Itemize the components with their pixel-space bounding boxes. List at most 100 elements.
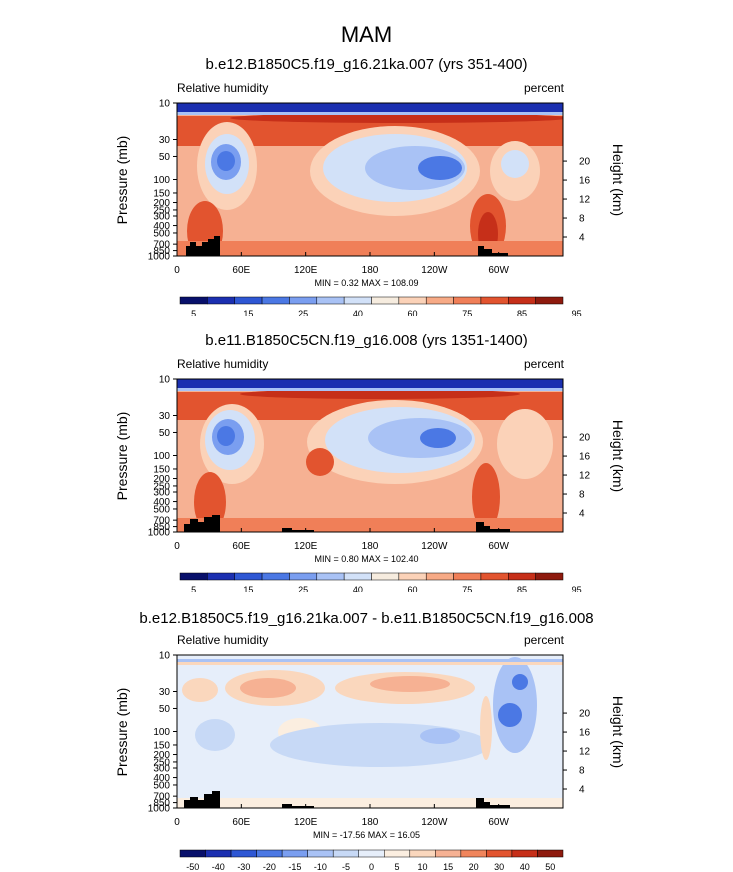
y-tick-label: 200 bbox=[153, 750, 170, 761]
colorbar-swatch bbox=[316, 296, 345, 305]
y2-tick-label: 12 bbox=[579, 471, 591, 482]
y2-tick-label: 20 bbox=[579, 709, 591, 720]
colorbar-swatch bbox=[289, 296, 318, 305]
panel-title: b.e12.B1850C5.f19_g16.21ka.007 (yrs 351-… bbox=[205, 56, 528, 73]
colorbar-swatch bbox=[535, 572, 564, 581]
y2-axis-label: Height (km) bbox=[610, 144, 626, 216]
y-tick-label: 400 bbox=[153, 221, 170, 232]
x-tick-label: 120E bbox=[294, 817, 318, 828]
x-tick-label: 120E bbox=[294, 265, 318, 276]
colorbar-label: 50 bbox=[545, 862, 555, 872]
dry-region-east bbox=[497, 409, 553, 479]
top-dry-band bbox=[177, 103, 563, 112]
y-tick-label: 700 bbox=[153, 516, 170, 527]
x-tick-label: 180 bbox=[362, 817, 379, 828]
minmax-label: MIN = -17.56 MAX = 16.05 bbox=[312, 830, 421, 840]
contour-plot-1: 0 60E 120E 180 120W 60W 10 30 50 100 150200250300… bbox=[114, 99, 626, 317]
colorbar: 5 15 25 40 60 75 85 95 bbox=[179, 572, 582, 592]
colorbar-swatch bbox=[343, 572, 372, 581]
terrain-mask bbox=[476, 798, 510, 808]
colorbar-label: -40 bbox=[212, 862, 225, 872]
variable-label: Relative humidity bbox=[177, 633, 269, 647]
colorbar-label: 40 bbox=[353, 585, 363, 592]
y-tick-label: 400 bbox=[153, 497, 170, 508]
colorbar-swatch bbox=[480, 572, 509, 581]
colorbar-label: -10 bbox=[314, 862, 327, 872]
terrain-mask bbox=[478, 246, 508, 256]
top-dry-band-edge bbox=[177, 112, 563, 115]
y-tick-label: 1000 bbox=[148, 252, 171, 263]
negative-anomaly-central bbox=[270, 723, 490, 767]
y-tick-label: 700 bbox=[153, 240, 170, 251]
y-tick-label: 10 bbox=[159, 375, 171, 386]
y-tick-label: 150 bbox=[153, 740, 170, 751]
colorbar-swatch bbox=[179, 296, 208, 305]
units-label: percent bbox=[523, 81, 564, 95]
x-tick-label: 60W bbox=[488, 541, 509, 552]
y-tick-label: 850 bbox=[153, 798, 170, 809]
colorbar-label: 15 bbox=[243, 585, 253, 592]
y2-tick-label: 4 bbox=[579, 785, 585, 796]
contour-plot-3: 0 60E 120E 180 120W 60W 103050100150200250300… bbox=[114, 651, 626, 872]
colorbar: -50 -40 -30 -20 -15 -10 -5 0 5 10 15 20 30 40 50 bbox=[179, 849, 564, 872]
colorbar-swatch bbox=[453, 572, 482, 581]
colorbar-label: -5 bbox=[342, 862, 350, 872]
colorbar-label: 5 bbox=[191, 309, 196, 316]
near-surface-moist bbox=[177, 518, 563, 532]
y-tick-label: 10 bbox=[159, 99, 171, 110]
terrain-mask bbox=[184, 791, 220, 808]
moist-column-east bbox=[472, 463, 500, 531]
colorbar-swatch bbox=[256, 849, 283, 858]
x-axis: 0 60E 120E 180 120W 60W bbox=[174, 804, 510, 828]
y2-tick-label: 16 bbox=[579, 728, 591, 739]
y-tick-label: 50 bbox=[159, 428, 171, 439]
y-tick-label: 250 bbox=[153, 481, 170, 492]
colorbar-swatch bbox=[480, 296, 509, 305]
colorbar-swatch bbox=[537, 849, 564, 858]
y2-axis: 20 16 12 8 4 bbox=[563, 709, 591, 796]
colorbar-swatch bbox=[358, 849, 385, 858]
variable-label: Relative humidity bbox=[177, 357, 269, 371]
colorbar-label: 5 bbox=[191, 585, 196, 592]
colorbar-label: 60 bbox=[408, 585, 418, 592]
high-level-maximum bbox=[240, 389, 520, 399]
y-tick-label: 1000 bbox=[148, 804, 171, 815]
x-tick-label: 120W bbox=[421, 541, 448, 552]
colorbar-swatch bbox=[425, 572, 454, 581]
dry-region-west-min bbox=[217, 426, 235, 446]
colorbar-label: 25 bbox=[298, 585, 308, 592]
y-tick-label: 850 bbox=[153, 522, 170, 533]
colorbar-label: 25 bbox=[298, 309, 308, 316]
x-tick-label: 60W bbox=[488, 817, 509, 828]
x-tick-label: 120W bbox=[421, 265, 448, 276]
units-label: percent bbox=[523, 357, 564, 371]
y-tick-label: 500 bbox=[153, 504, 170, 515]
y2-axis-label: Height (km) bbox=[610, 696, 626, 768]
colorbar-label: 75 bbox=[462, 309, 472, 316]
y2-axis: 20 16 12 8 4 bbox=[563, 157, 591, 244]
colorbar-swatch bbox=[409, 849, 436, 858]
negative-anomaly-east-top bbox=[512, 674, 528, 690]
x-tick-label: 0 bbox=[174, 265, 180, 276]
colorbar-label: 95 bbox=[572, 585, 582, 592]
colorbar-label: 10 bbox=[418, 862, 428, 872]
colorbar-label: 0 bbox=[369, 862, 374, 872]
x-tick-label: 0 bbox=[174, 817, 180, 828]
minmax-label: MIN = 0.32 MAX = 108.09 bbox=[314, 278, 419, 288]
y-tick-label: 30 bbox=[159, 411, 171, 422]
x-tick-label: 60E bbox=[232, 265, 250, 276]
colorbar-label: -30 bbox=[237, 862, 250, 872]
colorbar-swatch bbox=[207, 572, 235, 581]
dry-region-central-min bbox=[418, 156, 462, 180]
colorbar-swatch bbox=[230, 849, 257, 858]
positive-anomaly-central-core bbox=[370, 676, 450, 692]
near-surface-moist bbox=[177, 241, 563, 256]
colorbar-swatch bbox=[343, 296, 372, 305]
dry-region-central-min bbox=[420, 428, 456, 448]
top-dry-band bbox=[177, 379, 563, 388]
y2-tick-label: 16 bbox=[579, 176, 591, 187]
colorbar-swatch bbox=[508, 572, 536, 581]
colorbar-swatch bbox=[281, 849, 308, 858]
y-tick-label: 150 bbox=[153, 188, 170, 199]
